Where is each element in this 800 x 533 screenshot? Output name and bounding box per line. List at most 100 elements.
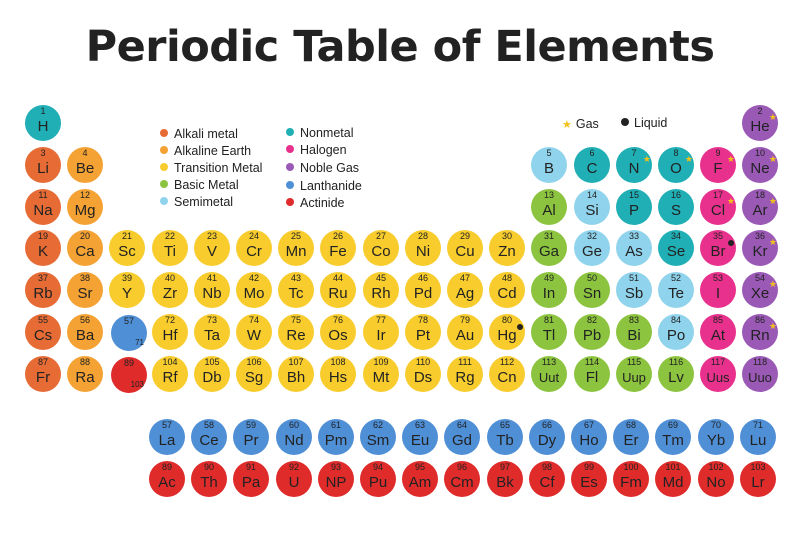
element-uus[interactable]: 117 Uus	[700, 356, 736, 392]
element-pb[interactable]: 82 Pb	[574, 314, 610, 350]
element-at[interactable]: 85 At	[700, 314, 736, 350]
element-fr[interactable]: 87 Fr	[25, 356, 61, 392]
element-sc[interactable]: 21 Sc	[109, 230, 145, 266]
element-in[interactable]: 49 In	[531, 272, 567, 308]
element-ru[interactable]: 44 Ru	[320, 272, 356, 308]
element-md[interactable]: 101 Md	[655, 461, 691, 497]
element-rb[interactable]: 37 Rb	[25, 272, 61, 308]
element-lv[interactable]: 116 Lv	[658, 356, 694, 392]
element-uuo[interactable]: 118 Uuo	[742, 356, 778, 392]
element-te[interactable]: 52 Te	[658, 272, 694, 308]
element-sg[interactable]: 106 Sg	[236, 356, 272, 392]
element-fl[interactable]: 114 Fl	[574, 356, 610, 392]
element-br[interactable]: 35 Br	[700, 230, 736, 266]
element-n[interactable]: 7 N ★	[616, 147, 652, 183]
element-cf[interactable]: 98 Cf	[529, 461, 565, 497]
element-uut[interactable]: 113 Uut	[531, 356, 567, 392]
element-rg[interactable]: 111 Rg	[447, 356, 483, 392]
element-ga[interactable]: 31 Ga	[531, 230, 567, 266]
element-he[interactable]: 2 He ★	[742, 105, 778, 141]
element-tl[interactable]: 81 Tl	[531, 314, 567, 350]
element-pr[interactable]: 59 Pr	[233, 419, 269, 455]
element-ra[interactable]: 88 Ra	[67, 356, 103, 392]
element-ne[interactable]: 10 Ne ★	[742, 147, 778, 183]
element-v[interactable]: 23 V	[194, 230, 230, 266]
element-la[interactable]: 57 La	[149, 419, 185, 455]
element-cd[interactable]: 48 Cd	[489, 272, 525, 308]
element-bi[interactable]: 83 Bi	[616, 314, 652, 350]
element-mo[interactable]: 42 Mo	[236, 272, 272, 308]
element-tb[interactable]: 65 Tb	[487, 419, 523, 455]
element-hs[interactable]: 108 Hs	[320, 356, 356, 392]
element-sr[interactable]: 38 Sr	[67, 272, 103, 308]
element-al[interactable]: 13 Al	[531, 189, 567, 225]
element-bh[interactable]: 107 Bh	[278, 356, 314, 392]
element-pu[interactable]: 94 Pu	[360, 461, 396, 497]
element-f[interactable]: 9 F ★	[700, 147, 736, 183]
element-u[interactable]: 92 U	[276, 461, 312, 497]
element-ba[interactable]: 56 Ba	[67, 314, 103, 350]
element-si[interactable]: 14 Si	[574, 189, 610, 225]
element-os[interactable]: 76 Os	[320, 314, 356, 350]
element-ta[interactable]: 73 Ta	[194, 314, 230, 350]
element-p[interactable]: 15 P	[616, 189, 652, 225]
element-lu[interactable]: 71 Lu	[740, 419, 776, 455]
element-th[interactable]: 90 Th	[191, 461, 227, 497]
element-po[interactable]: 84 Po	[658, 314, 694, 350]
element-mt[interactable]: 109 Mt	[363, 356, 399, 392]
element-db[interactable]: 105 Db	[194, 356, 230, 392]
element-ni[interactable]: 28 Ni	[405, 230, 441, 266]
element-cm[interactable]: 96 Cm	[444, 461, 480, 497]
element-tc[interactable]: 43 Tc	[278, 272, 314, 308]
element-re[interactable]: 75 Re	[278, 314, 314, 350]
element-s[interactable]: 16 S	[658, 189, 694, 225]
element-rh[interactable]: 45 Rh	[363, 272, 399, 308]
element-mg[interactable]: 12 Mg	[67, 189, 103, 225]
element-eu[interactable]: 63 Eu	[402, 419, 438, 455]
element-ti[interactable]: 22 Ti	[152, 230, 188, 266]
element-i[interactable]: 53 I	[700, 272, 736, 308]
element-pa[interactable]: 91 Pa	[233, 461, 269, 497]
element-ca[interactable]: 20 Ca	[67, 230, 103, 266]
element-zn[interactable]: 30 Zn	[489, 230, 525, 266]
element-actinide-placeholder[interactable]: 89 103	[111, 357, 147, 393]
element-mn[interactable]: 25 Mn	[278, 230, 314, 266]
element-lr[interactable]: 103 Lr	[740, 461, 776, 497]
element-se[interactable]: 34 Se	[658, 230, 694, 266]
element-k[interactable]: 19 K	[25, 230, 61, 266]
element-er[interactable]: 68 Er	[613, 419, 649, 455]
element-rn[interactable]: 86 Rn ★	[742, 314, 778, 350]
element-ag[interactable]: 47 Ag	[447, 272, 483, 308]
element-yb[interactable]: 70 Yb	[698, 419, 734, 455]
element-xe[interactable]: 54 Xe ★	[742, 272, 778, 308]
element-es[interactable]: 99 Es	[571, 461, 607, 497]
element-li[interactable]: 3 Li	[25, 147, 61, 183]
element-cn[interactable]: 112 Cn	[489, 356, 525, 392]
element-co[interactable]: 27 Co	[363, 230, 399, 266]
element-sn[interactable]: 50 Sn	[574, 272, 610, 308]
element-pm[interactable]: 61 Pm	[318, 419, 354, 455]
element-cr[interactable]: 24 Cr	[236, 230, 272, 266]
element-nd[interactable]: 60 Nd	[276, 419, 312, 455]
element-as[interactable]: 33 As	[616, 230, 652, 266]
element-w[interactable]: 74 W	[236, 314, 272, 350]
element-dy[interactable]: 66 Dy	[529, 419, 565, 455]
element-ge[interactable]: 32 Ge	[574, 230, 610, 266]
element-sm[interactable]: 62 Sm	[360, 419, 396, 455]
element-fe[interactable]: 26 Fe	[320, 230, 356, 266]
element-kr[interactable]: 36 Kr ★	[742, 230, 778, 266]
element-cl[interactable]: 17 Cl ★	[700, 189, 736, 225]
element-ds[interactable]: 110 Ds	[405, 356, 441, 392]
element-be[interactable]: 4 Be	[67, 147, 103, 183]
element-cu[interactable]: 29 Cu	[447, 230, 483, 266]
element-ir[interactable]: 77 Ir	[363, 314, 399, 350]
element-hg[interactable]: 80 Hg	[489, 314, 525, 350]
element-o[interactable]: 8 O ★	[658, 147, 694, 183]
element-fm[interactable]: 100 Fm	[613, 461, 649, 497]
element-pd[interactable]: 46 Pd	[405, 272, 441, 308]
element-na[interactable]: 11 Na	[25, 189, 61, 225]
element-no[interactable]: 102 No	[698, 461, 734, 497]
element-uup[interactable]: 115 Uup	[616, 356, 652, 392]
